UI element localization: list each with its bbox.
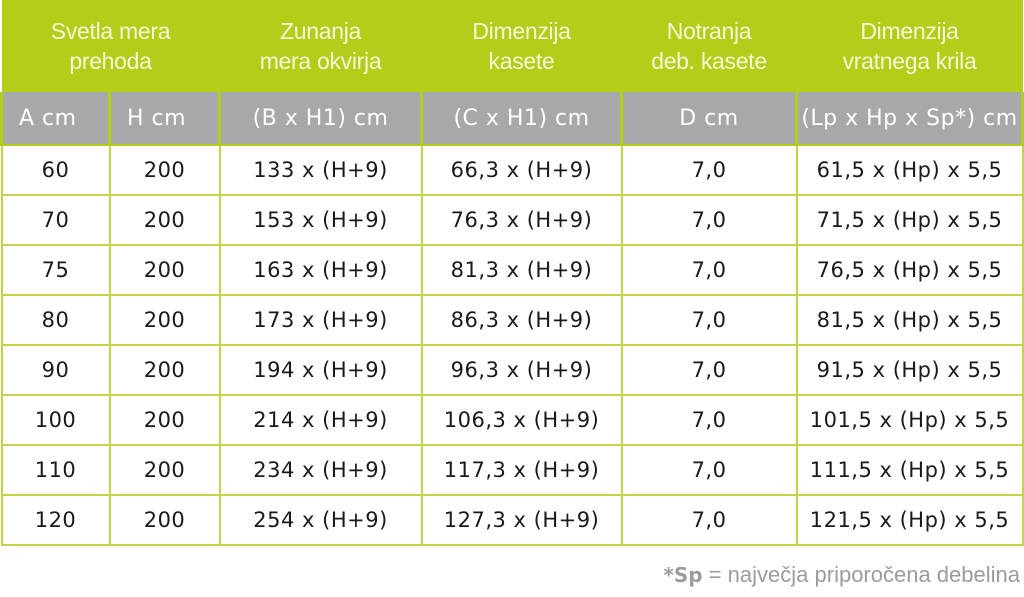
table-cell: 7,0 bbox=[620, 444, 798, 496]
table-cell: 106,3 x (H+9) bbox=[420, 394, 623, 446]
header-svetla-mera: Svetla mera prehoda bbox=[1, 0, 220, 92]
table-cell: 121,5 x (Hp) x 5,5 bbox=[795, 494, 1024, 546]
table-cell: 7,0 bbox=[620, 494, 798, 546]
table-cell: 81,3 x (H+9) bbox=[420, 244, 623, 296]
table-cell: 75 bbox=[0, 244, 111, 296]
table-cell: 60 bbox=[0, 144, 111, 196]
table-cell: 76,3 x (H+9) bbox=[420, 194, 623, 246]
table-cell: 71,5 x (Hp) x 5,5 bbox=[795, 194, 1024, 246]
table-row: 80 200 173 x (H+9) 86,3 x (H+9) 7,0 81,5 x (H… bbox=[0, 294, 1024, 346]
table-row: 100 200 214 x (H+9) 106,3 x (H+9) 7,0 101,5 x… bbox=[0, 394, 1024, 446]
table-cell: 254 x (H+9) bbox=[218, 494, 423, 546]
table-row: 75 200 163 x (H+9) 81,3 x (H+9) 7,0 76,5 x (H… bbox=[0, 244, 1024, 296]
unit-header-h: H cm bbox=[107, 92, 222, 146]
table-cell: 7,0 bbox=[620, 194, 798, 246]
table-row: 70 200 153 x (H+9) 76,3 x (H+9) 7,0 71,5 x (H… bbox=[0, 194, 1024, 246]
group-header-row: Svetla mera prehoda Zunanja mera okvirja D… bbox=[1, 0, 1023, 92]
header-line: kasete bbox=[488, 48, 555, 74]
table-cell: 200 bbox=[108, 144, 221, 196]
table-cell: 200 bbox=[108, 494, 221, 546]
header-line: mera okvirja bbox=[259, 48, 382, 74]
table-cell: 61,5 x (Hp) x 5,5 bbox=[795, 144, 1024, 196]
table-cell: 111,5 x (Hp) x 5,5 bbox=[795, 444, 1024, 496]
table-cell: 100 bbox=[0, 394, 111, 446]
header-dimenzija-krila: Dimenzija vratnega krila bbox=[796, 0, 1023, 92]
table-cell: 91,5 x (Hp) x 5,5 bbox=[795, 344, 1024, 396]
footnote-marker: *Sp bbox=[663, 563, 703, 587]
table-cell: 96,3 x (H+9) bbox=[420, 344, 623, 396]
table-cell: 7,0 bbox=[620, 344, 798, 396]
table-cell: 81,5 x (Hp) x 5,5 bbox=[795, 294, 1024, 346]
table-cell: 133 x (H+9) bbox=[218, 144, 423, 196]
unit-header-lp-hp-sp: (Lp x Hp x Sp*) cm bbox=[795, 92, 1024, 146]
table-cell: 117,3 x (H+9) bbox=[420, 444, 623, 496]
table-cell: 234 x (H+9) bbox=[218, 444, 423, 496]
unit-header-c-h1: (C x H1) cm bbox=[420, 92, 624, 146]
table-cell: 120 bbox=[0, 494, 111, 546]
unit-header-d: D cm bbox=[620, 92, 799, 146]
table-row: 120 200 254 x (H+9) 127,3 x (H+9) 7,0 121,5 x… bbox=[0, 494, 1024, 546]
table-cell: 66,3 x (H+9) bbox=[420, 144, 623, 196]
table-row: 90 200 194 x (H+9) 96,3 x (H+9) 7,0 91,5 x (H… bbox=[0, 344, 1024, 396]
table-cell: 200 bbox=[108, 394, 221, 446]
table-cell: 110 bbox=[0, 444, 111, 496]
header-zunanja-mera: Zunanja mera okvirja bbox=[219, 0, 422, 92]
header-dimenzija-kasete: Dimenzija kasete bbox=[421, 0, 622, 92]
table-cell: 214 x (H+9) bbox=[218, 394, 423, 446]
table-cell: 86,3 x (H+9) bbox=[420, 294, 623, 346]
table-cell: 163 x (H+9) bbox=[218, 244, 423, 296]
table-cell: 200 bbox=[108, 194, 221, 246]
unit-header-b-h1: (B x H1) cm bbox=[218, 92, 424, 146]
table-body: 60 200 133 x (H+9) 66,3 x (H+9) 7,0 61,5 x (H… bbox=[0, 144, 1024, 546]
header-line: vratnega krila bbox=[842, 48, 977, 74]
table-cell: 200 bbox=[108, 294, 221, 346]
table-row: 60 200 133 x (H+9) 66,3 x (H+9) 7,0 61,5 x (H… bbox=[0, 144, 1024, 196]
dimension-table: Svetla mera prehoda Zunanja mera okvirja D… bbox=[0, 0, 1024, 546]
table-cell: 127,3 x (H+9) bbox=[420, 494, 623, 546]
unit-header-a: A cm bbox=[0, 92, 111, 146]
table-cell: 7,0 bbox=[620, 244, 798, 296]
table-cell: 80 bbox=[0, 294, 111, 346]
footnote: *Sp = največja priporočena debelina bbox=[663, 562, 1020, 588]
table-cell: 76,5 x (Hp) x 5,5 bbox=[795, 244, 1024, 296]
header-line: Zunanja bbox=[280, 18, 362, 44]
header-line: Dimenzija bbox=[860, 18, 959, 44]
header-line: Notranja bbox=[666, 18, 752, 44]
table-cell: 173 x (H+9) bbox=[218, 294, 423, 346]
table-cell: 7,0 bbox=[620, 144, 798, 196]
table-cell: 90 bbox=[0, 344, 111, 396]
table-cell: 200 bbox=[108, 444, 221, 496]
table-cell: 101,5 x (Hp) x 5,5 bbox=[795, 394, 1024, 446]
header-line: Svetla mera bbox=[50, 18, 171, 44]
table-cell: 7,0 bbox=[620, 294, 798, 346]
table-cell: 7,0 bbox=[620, 394, 798, 446]
table-cell: 194 x (H+9) bbox=[218, 344, 423, 396]
header-notranja-deb: Notranja deb. kasete bbox=[621, 0, 797, 92]
table-cell: 153 x (H+9) bbox=[218, 194, 423, 246]
table-cell: 200 bbox=[108, 344, 221, 396]
table-row: 110 200 234 x (H+9) 117,3 x (H+9) 7,0 111,5 x… bbox=[0, 444, 1024, 496]
unit-header-row: A cm H cm (B x H1) cm (C x H1) cm D cm (… bbox=[0, 92, 1024, 146]
table-cell: 70 bbox=[0, 194, 111, 246]
footnote-text: = največja priporočena debelina bbox=[702, 562, 1020, 587]
table-cell: 200 bbox=[108, 244, 221, 296]
header-line: deb. kasete bbox=[651, 48, 767, 74]
header-line: Dimenzija bbox=[472, 18, 571, 44]
header-line: prehoda bbox=[69, 48, 152, 74]
